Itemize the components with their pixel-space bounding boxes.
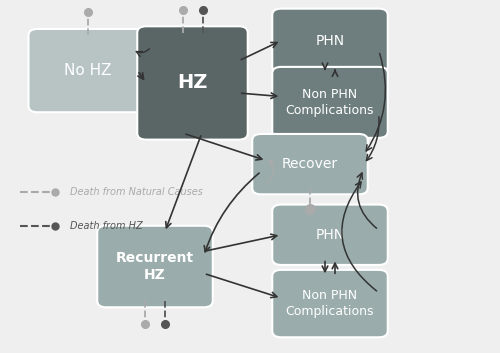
FancyBboxPatch shape: [252, 134, 368, 194]
FancyBboxPatch shape: [272, 8, 388, 72]
FancyBboxPatch shape: [137, 26, 248, 139]
FancyBboxPatch shape: [97, 226, 213, 307]
Text: Death from Natural Causes: Death from Natural Causes: [70, 187, 203, 197]
Text: HZ: HZ: [178, 73, 208, 92]
Text: Non PHN
Complications: Non PHN Complications: [286, 289, 374, 318]
Text: No HZ: No HZ: [64, 63, 111, 78]
Text: Death from HZ: Death from HZ: [70, 221, 142, 231]
Text: Recover: Recover: [282, 157, 338, 171]
FancyBboxPatch shape: [272, 67, 388, 138]
Text: PHN: PHN: [316, 228, 344, 242]
FancyBboxPatch shape: [272, 204, 388, 265]
Text: Non PHN
Complications: Non PHN Complications: [286, 88, 374, 117]
FancyBboxPatch shape: [272, 270, 388, 337]
Text: PHN: PHN: [316, 34, 344, 48]
FancyBboxPatch shape: [28, 29, 146, 112]
Text: Recurrent
HZ: Recurrent HZ: [116, 251, 194, 282]
